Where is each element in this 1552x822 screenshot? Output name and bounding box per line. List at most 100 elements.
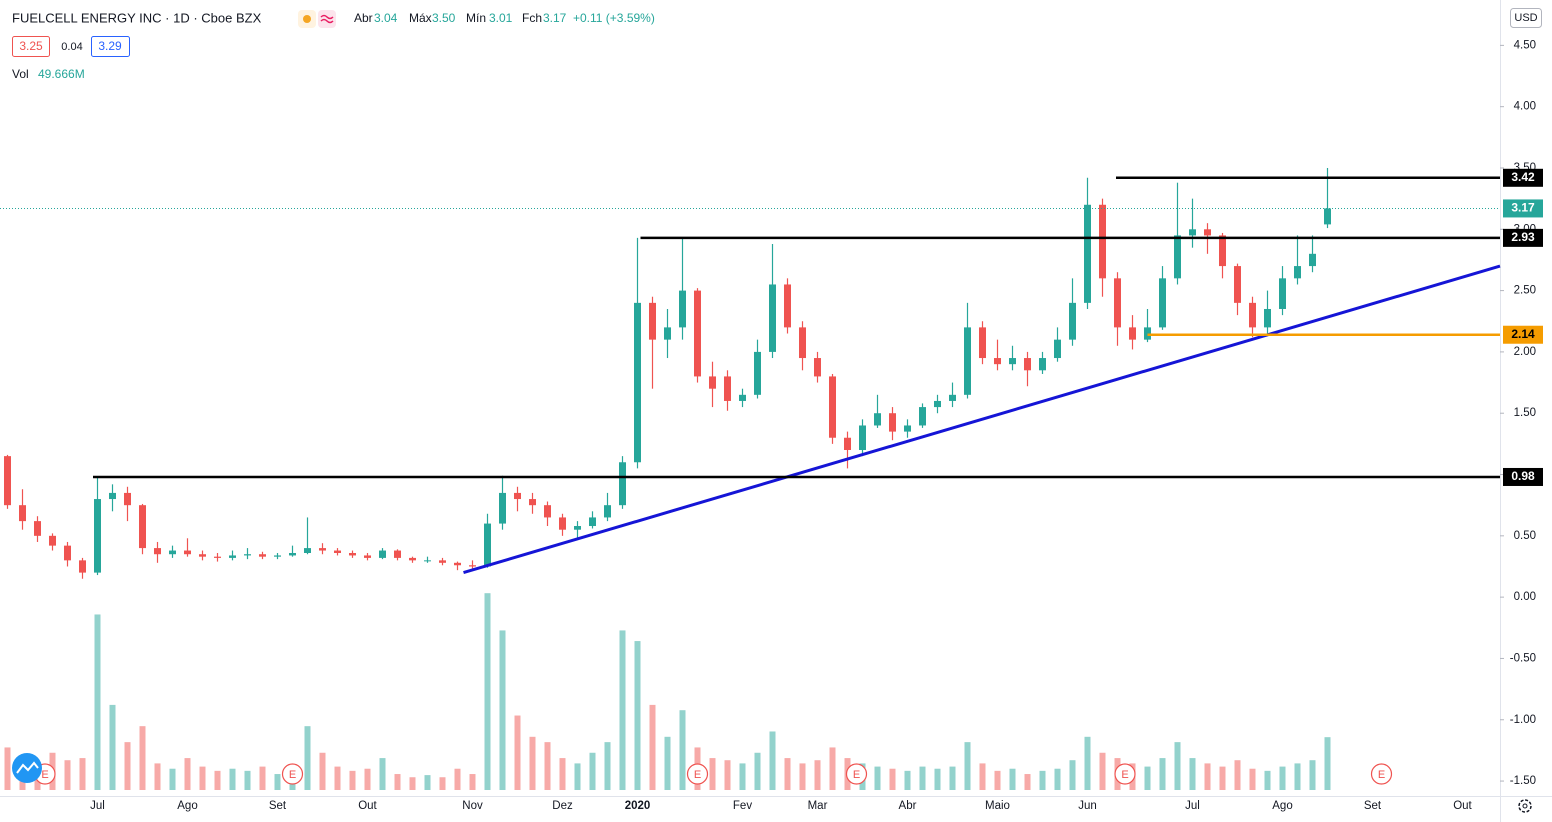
- candle-body: [844, 437, 851, 450]
- volume-value: 49.666M: [38, 67, 85, 81]
- candle-body: [199, 554, 206, 557]
- volume-bar: [184, 758, 191, 790]
- volume-bar: [1309, 760, 1316, 790]
- earnings-label: E: [1121, 769, 1128, 781]
- volume-bar: [814, 760, 821, 790]
- volume-bar: [649, 704, 656, 790]
- candle-body: [469, 565, 476, 567]
- last-price-tag: [1503, 199, 1543, 218]
- volume-bar: [1084, 736, 1091, 790]
- level-tag: [1503, 168, 1543, 187]
- candle-body: [439, 560, 446, 563]
- level-tag: [1503, 228, 1543, 247]
- last-price-label: 3.17: [1511, 201, 1535, 215]
- x-tick-label: Abr: [899, 800, 917, 812]
- candle-body: [64, 545, 71, 561]
- spread-value: 0.04: [61, 41, 82, 53]
- earnings-label: E: [694, 769, 701, 781]
- candle-body: [1264, 308, 1271, 328]
- volume-bar: [469, 774, 476, 790]
- settings-icon[interactable]: [1518, 799, 1532, 813]
- volume-bar: [109, 704, 116, 790]
- volume-bar: [889, 768, 896, 790]
- trendline: [463, 264, 1501, 575]
- volume-bar: [919, 766, 926, 790]
- volume-bar: [169, 768, 176, 790]
- status-icon-wave: [320, 14, 334, 24]
- candle-body: [499, 492, 506, 524]
- layers: 4.504.003.503.002.502.001.501.000.500.00…: [0, 39, 1543, 812]
- earnings-label: E: [853, 769, 860, 781]
- candle-body: [754, 351, 761, 395]
- gear[interactable]: [1518, 799, 1532, 813]
- candle-body: [1234, 266, 1241, 303]
- volume-bar: [544, 742, 551, 790]
- ask-box[interactable]: [91, 36, 130, 57]
- currency-label: USD: [1514, 12, 1537, 24]
- volume-bar: [94, 614, 101, 790]
- y-tick-label: 4.00: [1514, 101, 1536, 113]
- candle-body: [1084, 204, 1091, 303]
- candle-body: [574, 526, 581, 530]
- level-label: 3.42: [1511, 170, 1535, 184]
- volume-bar: [709, 758, 716, 790]
- candle-body: [739, 394, 746, 401]
- y-tick-label: 4.50: [1514, 39, 1536, 51]
- candle-body: [964, 327, 971, 395]
- y-tick-label: 0.50: [1514, 530, 1536, 542]
- candle-body: [874, 413, 881, 426]
- currency-box[interactable]: [1510, 8, 1542, 28]
- volume-bar: [274, 774, 281, 790]
- volume-bar: [874, 766, 881, 790]
- volume-bar: [949, 766, 956, 790]
- y-tick-label: -1.00: [1510, 714, 1536, 726]
- volume-bar: [154, 763, 161, 790]
- volume-bar: [499, 630, 506, 790]
- candle-body: [94, 499, 101, 573]
- candle-body: [769, 284, 776, 352]
- close-label: Fch: [522, 11, 542, 25]
- candle-body: [1054, 339, 1061, 359]
- candle-body: [409, 557, 416, 561]
- candle-body: [124, 492, 131, 506]
- candle-body: [379, 550, 386, 558]
- x-tick-label: Jun: [1078, 800, 1097, 812]
- status-icon: [318, 10, 336, 28]
- candle-body: [454, 562, 461, 566]
- open-value: 3.04: [374, 11, 398, 25]
- candle-body: [814, 358, 821, 377]
- volume-bar: [1294, 763, 1301, 790]
- candle-body: [229, 555, 236, 558]
- volume-bar: [334, 766, 341, 790]
- bid-box[interactable]: [12, 36, 50, 57]
- volume-bar: [64, 760, 71, 790]
- volume-bar: [139, 726, 146, 790]
- candle-body: [1129, 327, 1136, 340]
- logo: [12, 753, 42, 783]
- candle-body: [1069, 302, 1076, 340]
- volume-bar: [994, 770, 1001, 790]
- volume-bar: [679, 710, 686, 790]
- candle-body: [34, 521, 41, 536]
- candle-body: [154, 548, 161, 555]
- volume-bar: [904, 770, 911, 790]
- volume-bar: [769, 731, 776, 790]
- volume-bar: [1249, 768, 1256, 790]
- y-tick-label: -1.50: [1510, 775, 1536, 787]
- earnings-marker: [281, 763, 304, 785]
- volume-bar: [484, 593, 491, 790]
- high-value: 3.50: [432, 11, 456, 25]
- candle-body: [694, 290, 701, 377]
- candle-body: [259, 554, 266, 557]
- volume-bar: [664, 736, 671, 790]
- volume-bar: [634, 641, 641, 790]
- open-label: Abr: [354, 11, 373, 25]
- candle-body: [1294, 266, 1301, 279]
- y-tick-label: 2.50: [1514, 285, 1536, 297]
- candle-body: [289, 552, 296, 556]
- candle-body: [484, 523, 491, 567]
- candle-body: [79, 560, 86, 573]
- candle-body: [529, 499, 536, 506]
- candle-body: [139, 505, 146, 549]
